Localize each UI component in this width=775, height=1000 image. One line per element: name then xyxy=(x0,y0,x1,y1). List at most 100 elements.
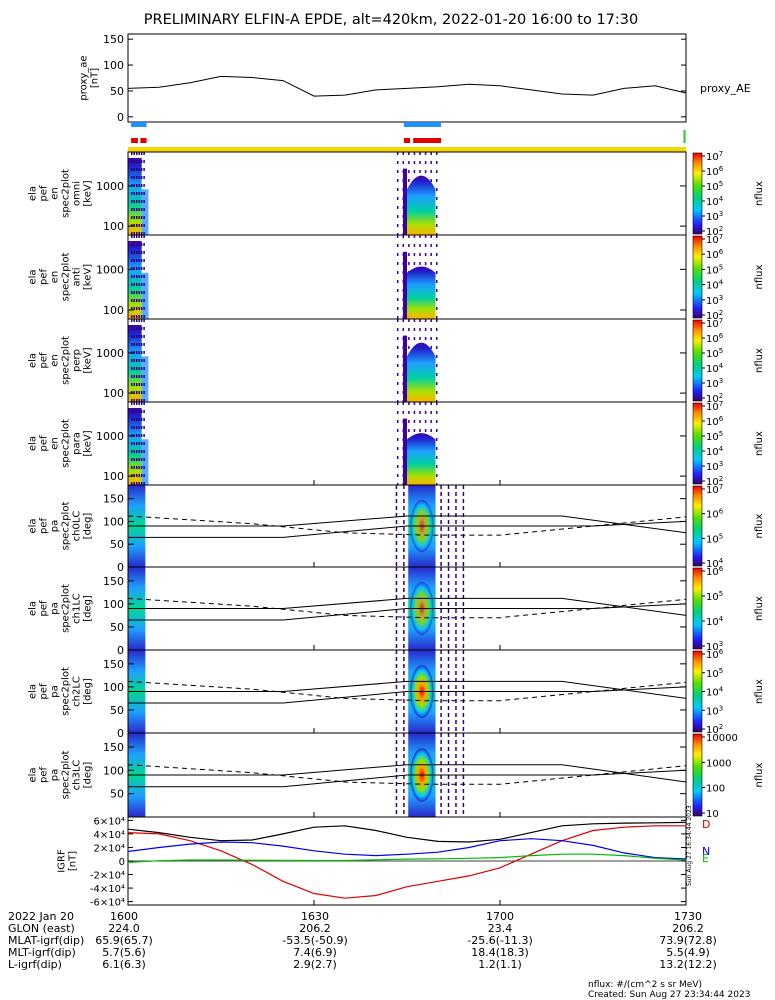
colorbar-tick-label: 1000 xyxy=(706,758,731,769)
colorbar-tick-label: 105 xyxy=(706,347,723,360)
x-row-value: -53.5(-50.9) xyxy=(282,934,348,947)
spec_para-ylabel-line: para xyxy=(72,432,83,455)
spec_perp-colorbar xyxy=(692,319,703,402)
spec-early-pass-tail xyxy=(141,439,149,485)
igrf-series-total xyxy=(127,821,687,843)
spec_omni-ylabel-line: ela xyxy=(28,186,39,201)
igrf-legend-N: N xyxy=(702,845,710,858)
colorbar-tick-label: 107 xyxy=(706,483,723,496)
x-row-value: 7.4(6.9) xyxy=(293,946,337,959)
pa_ch2-ylabel-line: ch2LC xyxy=(72,676,83,707)
pa_ch3-panel: 50 100 150 10 100 1000 10000 nflux xyxy=(103,732,765,820)
pa_ch2-colorbar xyxy=(692,650,703,733)
colorbar-tick-label: 106 xyxy=(706,165,724,178)
y-tick-label: 0 xyxy=(117,644,124,657)
colorbar-tick-label: 106 xyxy=(706,332,724,345)
colorbar-tick-label: 107 xyxy=(706,150,723,163)
y-tick-label: 150 xyxy=(103,575,124,588)
anti-loss-cone-line xyxy=(128,520,687,538)
y-tick-label: 1000 xyxy=(96,180,124,193)
colorbar-tick-label: 104 xyxy=(706,279,724,292)
colorbar-tick-label: 104 xyxy=(706,557,724,570)
pa_ch0-ylabel-line: pef xyxy=(39,518,50,535)
colorbar-tick-label: 107 xyxy=(706,400,723,413)
colorbar-tick-label: 104 xyxy=(706,445,724,458)
pa_ch3-ylabel-line: pa xyxy=(50,769,61,781)
proxy-ae-ylabel-line: [nT] xyxy=(90,68,101,88)
igrf-series-N xyxy=(127,838,687,860)
spec_omni-ylabel-line: omni xyxy=(72,181,83,206)
x-row-label: MLAT-igrf(dip) xyxy=(8,934,84,947)
spec_perp-ylabel-line: ela xyxy=(28,353,39,368)
x-row-value: 2.9(2.7) xyxy=(293,958,337,971)
spec_para-ylabel-line: pef xyxy=(39,435,50,452)
y-tick-label: 100 xyxy=(103,387,124,400)
colorbar-tick-label: 102 xyxy=(706,309,723,322)
spec_anti-colorbar xyxy=(692,235,703,319)
spec_perp-ylabel-line: spec2plot xyxy=(61,336,72,385)
colorbar-tick-label: 104 xyxy=(706,362,724,375)
x-row-label: 2022 Jan 20 xyxy=(8,910,74,923)
y-tick-label: 100 xyxy=(103,220,124,233)
anti-loss-cone-line xyxy=(128,603,687,621)
x-row-value: 23.4 xyxy=(488,922,513,935)
pa_ch3-ylabel-line: [deg] xyxy=(83,762,94,789)
spec-main-burst xyxy=(407,433,436,485)
igrf-legend-E: E xyxy=(702,852,709,865)
proxy-ae-line xyxy=(127,75,687,97)
x-row-value: 1.2(1.1) xyxy=(478,958,522,971)
colorbar-tick-label: 10 xyxy=(706,809,719,820)
loss-cone-line xyxy=(128,764,687,783)
pa_ch1-ylabel-line: pef xyxy=(39,600,50,617)
pa_ch0-ylabel-line: ela xyxy=(28,518,39,533)
orbit-bar-red xyxy=(403,138,411,143)
x-row-value: 65.9(65.7) xyxy=(95,934,153,947)
footer-units: nflux: #/(cm^2 s sr MeV) xyxy=(588,980,702,990)
spec-main-burst xyxy=(407,342,436,402)
spec_perp-ylabel-line: pef xyxy=(39,352,50,369)
colorbar-tick-label: 107 xyxy=(706,233,723,246)
y-tick-label: 6×10⁴ xyxy=(94,816,125,827)
pa_ch3-ylabel-line: spec2plot xyxy=(61,751,72,800)
colorbar-tick-label: 105 xyxy=(706,532,723,545)
spec_omni-ylabel-line: spec2plot xyxy=(61,169,72,218)
spec_omni-ylabel-line: [keV] xyxy=(83,180,94,206)
spec-main-burst xyxy=(407,266,436,319)
colorbar-tick-label: 104 xyxy=(706,686,724,699)
spec_para-panel: 100 1000 102 103 104 105 106 107 nflux xyxy=(96,400,765,488)
colorbar-tick-label: 103 xyxy=(706,294,723,307)
loss-cone-line xyxy=(128,680,687,699)
orbit-bar-red xyxy=(140,138,147,143)
x-row-value: 1700 xyxy=(486,910,514,923)
proxy-ae-series-label: proxy_AE xyxy=(700,82,751,95)
y-tick-label: 50 xyxy=(110,788,124,801)
pa_ch1-ylabel-line: ch1LC xyxy=(72,593,83,624)
pa-dashed-line xyxy=(127,597,687,619)
x-row-value: -25.6(-11.3) xyxy=(467,934,533,947)
spec_anti-ylabel-line: spec2plot xyxy=(61,253,72,302)
x-row-value: 206.2 xyxy=(299,922,331,935)
colorbar-tick-label: 10000 xyxy=(706,733,738,744)
spec_para-ylabel-line: [keV] xyxy=(83,430,94,456)
spec_perp-ylabel-line: perp xyxy=(72,349,83,372)
spec_perp-panel: 100 1000 102 103 104 105 106 107 nflux xyxy=(96,317,765,405)
y-tick-label: 150 xyxy=(103,741,124,754)
x-row-value: 5.7(5.6) xyxy=(102,946,146,959)
colorbar-tick-label: 105 xyxy=(706,430,723,443)
y-tick-label: 0 xyxy=(119,857,125,868)
colorbar-tick-label: 104 xyxy=(706,195,724,208)
colorbar-label: nflux xyxy=(754,431,765,456)
colorbar-label: nflux xyxy=(754,513,765,538)
colorbar-tick-label: 102 xyxy=(706,475,723,488)
pa_ch0-ylabel-line: [deg] xyxy=(83,513,94,540)
spec_para-ylabel-line: en xyxy=(50,437,61,450)
x-row-value: 1730 xyxy=(674,910,702,923)
colorbar-label: nflux xyxy=(754,762,765,787)
pa_ch0-ylabel-line: spec2plot xyxy=(61,502,72,551)
colorbar-tick-label: 106 xyxy=(706,648,724,661)
pa_ch2-ylabel-line: spec2plot xyxy=(61,667,72,716)
orbit-bar-red xyxy=(413,138,442,143)
spec_omni-ylabel-line: pef xyxy=(39,185,50,202)
anti-loss-cone-line xyxy=(128,769,687,788)
